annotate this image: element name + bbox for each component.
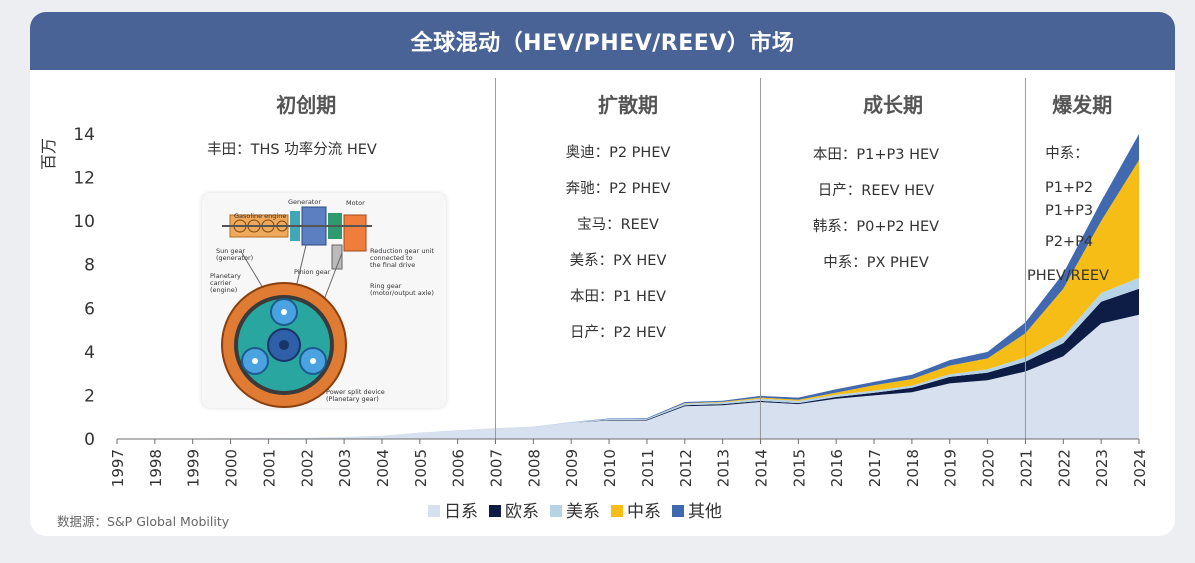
legend-swatch-其他 xyxy=(672,505,684,517)
x-tick-label: 2004 xyxy=(374,449,392,487)
phase-annotation: 本田：P1+P3 HEV xyxy=(813,146,939,163)
phase-title: 成长期 xyxy=(863,93,923,117)
phase-annotation: PHEV/REEV xyxy=(1027,268,1109,284)
x-tick-label: 2009 xyxy=(563,449,581,487)
phase-annotation: 宝马：REEV xyxy=(577,216,659,233)
y-tick-label: 14 xyxy=(73,125,95,145)
y-tick-label: 2 xyxy=(84,386,95,406)
illustration-label: Power split device (Planetary gear) xyxy=(326,388,385,403)
x-tick-label: 2021 xyxy=(1017,449,1035,487)
x-tick-label: 2007 xyxy=(488,449,506,487)
y-tick-label: 6 xyxy=(84,299,95,319)
legend-label: 美系 xyxy=(566,502,600,522)
legend-swatch-中系 xyxy=(611,505,623,517)
y-tick-label: 4 xyxy=(84,343,95,363)
y-tick-label: 10 xyxy=(73,212,95,232)
x-tick-label: 2013 xyxy=(715,449,733,487)
illustration-label: Planetary carrier (engine) xyxy=(210,272,241,294)
x-tick-label: 2020 xyxy=(980,449,998,487)
x-tick-label: 2001 xyxy=(260,449,278,487)
x-tick-label: 2005 xyxy=(412,449,430,487)
y-tick-label: 8 xyxy=(84,256,95,276)
legend-swatch-欧系 xyxy=(489,505,501,517)
x-tick-label: 2022 xyxy=(1055,449,1073,487)
legend-label: 日系 xyxy=(444,502,478,522)
phase-title: 扩散期 xyxy=(598,93,658,117)
x-tick-label: 2017 xyxy=(866,449,884,487)
x-tick-label: 2000 xyxy=(223,449,241,487)
x-tick-label: 1999 xyxy=(185,449,203,487)
x-tick-label: 2002 xyxy=(298,449,316,487)
y-tick-label: 12 xyxy=(73,169,95,189)
x-tick-label: 2018 xyxy=(904,449,922,487)
illustration-label: Motor xyxy=(346,199,365,207)
illustration-label: Reduction gear unit connected to the fin… xyxy=(370,247,435,269)
chart-title-banner: 全球混动（HEV/PHEV/REEV）市场 xyxy=(30,12,1175,70)
legend-label: 其他 xyxy=(688,502,722,522)
phase-annotation: 美系：PX HEV xyxy=(570,252,667,269)
illustration-label: Sun gear (generator) xyxy=(216,247,254,262)
series-area-日系 xyxy=(117,314,1139,439)
legend-swatch-美系 xyxy=(550,505,562,517)
x-tick-label: 2003 xyxy=(336,449,354,487)
phase-annotation: P1+P2 xyxy=(1045,180,1093,196)
stacked-area-chart: 0 2 4 6 8 10 12 14 百万 1997 1998 1999 2000 2001 2002 200… xyxy=(39,78,1149,529)
y-tick-label: 0 xyxy=(84,430,95,450)
x-tick-label: 2010 xyxy=(601,449,619,487)
ths-power-split-illustration: Gasoline engine Generator Motor Sun gear… xyxy=(202,193,446,408)
x-tick-label: 2012 xyxy=(677,449,695,487)
phase-annotation: 韩系：P0+P2 HEV xyxy=(813,218,939,235)
x-tick-label: 2023 xyxy=(1093,449,1111,487)
x-tick-label: 2014 xyxy=(752,449,770,487)
x-tick-label: 2016 xyxy=(828,449,846,487)
power-split-diagram-icon xyxy=(221,206,372,408)
x-tick-label: 1997 xyxy=(109,449,127,487)
phase-title: 初创期 xyxy=(276,93,336,117)
phase-annotation: 日产：REEV HEV xyxy=(818,182,934,199)
phase-annotation: 奔驰：P2 PHEV xyxy=(566,180,671,197)
phase-annotation: P1+P3 xyxy=(1045,203,1093,219)
data-source: 数据源：S&P Global Mobility xyxy=(57,514,230,529)
phase-annotation: 奥迪：P2 PHEV xyxy=(566,144,671,161)
phase-annotation: 中系：PX PHEV xyxy=(823,254,929,271)
x-tick-label: 2019 xyxy=(942,449,960,487)
legend-label: 欧系 xyxy=(505,502,539,522)
x-tick-label: 1998 xyxy=(147,449,165,487)
x-tick-label: 2024 xyxy=(1131,449,1149,487)
legend-swatch-日系 xyxy=(428,505,440,517)
illustration-label: Gasoline engine xyxy=(234,212,287,220)
x-tick-label: 2006 xyxy=(450,449,468,487)
x-tick-label: 2011 xyxy=(639,449,657,487)
phase-annotation: P2+P4 xyxy=(1045,234,1093,250)
illustration-label: Pinion gear xyxy=(294,268,331,276)
phase-annotation: 丰田：THS 功率分流 HEV xyxy=(207,141,377,158)
x-tick-label: 2015 xyxy=(790,449,808,487)
phase-title: 爆发期 xyxy=(1052,93,1112,117)
phase-annotation: 本田：P1 HEV xyxy=(570,288,666,305)
x-tick-label: 2008 xyxy=(525,449,543,487)
y-axis-label: 百万 xyxy=(39,138,58,170)
phase-annotation: 日产：P2 HEV xyxy=(570,324,666,341)
illustration-label: Generator xyxy=(288,198,322,206)
illustration-label: Ring gear (motor/output axle) xyxy=(370,282,434,297)
chart-card: 全球混动（HEV/PHEV/REEV）市场 0 2 4 6 8 10 12 14 百万 1997 1… xyxy=(30,12,1175,536)
legend-label: 中系 xyxy=(627,502,661,522)
phase-annotation: 中系： xyxy=(1045,145,1089,162)
